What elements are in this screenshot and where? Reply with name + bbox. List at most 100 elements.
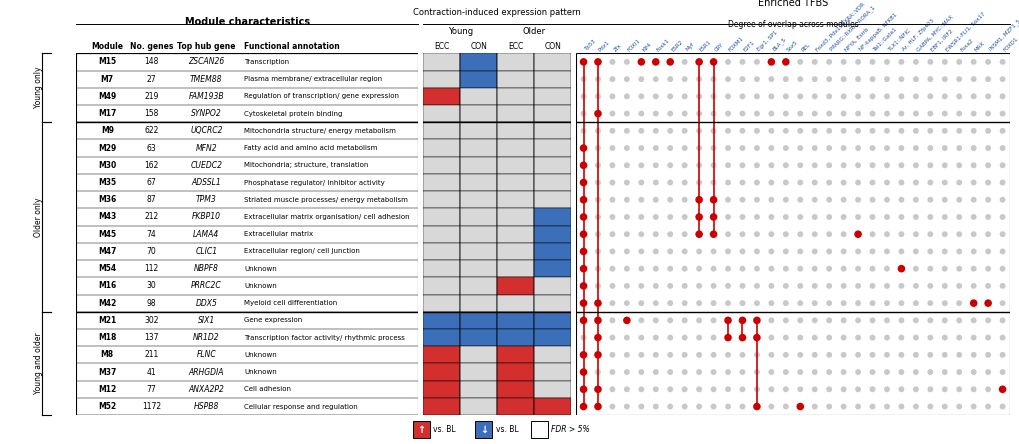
Point <box>776 403 793 410</box>
Point <box>994 179 1010 186</box>
Point <box>820 317 837 324</box>
Point <box>589 369 605 376</box>
Bar <box>497 191 534 208</box>
Point <box>619 317 635 324</box>
Point <box>619 58 635 65</box>
Text: FOXD1: FOXD1 <box>1002 36 1018 52</box>
Bar <box>534 243 571 260</box>
Point <box>979 127 996 135</box>
Point <box>647 403 663 410</box>
Point <box>734 265 750 272</box>
Point <box>690 317 706 324</box>
Point <box>589 300 605 307</box>
Point <box>921 317 937 324</box>
Point <box>893 386 909 393</box>
Point <box>719 248 736 255</box>
Point <box>863 265 879 272</box>
Point <box>921 265 937 272</box>
Point <box>633 351 649 358</box>
Point <box>575 144 591 151</box>
Point <box>979 282 996 289</box>
Point <box>835 248 851 255</box>
Text: M45: M45 <box>98 230 116 239</box>
Bar <box>460 381 497 398</box>
Point <box>776 58 793 65</box>
Point <box>792 386 808 393</box>
Text: Extracellular region/ cell junction: Extracellular region/ cell junction <box>244 249 360 254</box>
Point <box>893 127 909 135</box>
Point <box>907 214 923 221</box>
Bar <box>497 174 534 191</box>
Point <box>633 248 649 255</box>
Point <box>748 93 764 100</box>
Point <box>676 196 692 203</box>
Point <box>705 369 721 376</box>
Point <box>935 300 952 307</box>
Bar <box>423 364 460 381</box>
Point <box>603 231 620 238</box>
Point <box>748 300 764 307</box>
Point <box>719 110 736 117</box>
Point <box>820 248 837 255</box>
Point <box>806 282 822 289</box>
Point <box>792 300 808 307</box>
Point <box>633 282 649 289</box>
Point <box>575 162 591 169</box>
Point <box>935 265 952 272</box>
Point <box>690 162 706 169</box>
Text: M8: M8 <box>101 350 114 359</box>
Point <box>589 403 605 410</box>
Point <box>633 127 649 135</box>
Point <box>676 214 692 221</box>
Point <box>647 58 663 65</box>
Point <box>776 196 793 203</box>
Bar <box>534 294 571 312</box>
Point <box>661 300 678 307</box>
Point <box>806 75 822 83</box>
Text: Young and older: Young and older <box>34 333 43 394</box>
Point <box>950 351 966 358</box>
Point <box>748 334 764 341</box>
Point <box>719 403 736 410</box>
Point <box>835 75 851 83</box>
Point <box>705 386 721 393</box>
Point <box>633 231 649 238</box>
Point <box>676 334 692 341</box>
Point <box>863 75 879 83</box>
Point <box>979 196 996 203</box>
Point <box>792 351 808 358</box>
Point <box>849 248 865 255</box>
Point <box>950 248 966 255</box>
Point <box>719 179 736 186</box>
Point <box>921 127 937 135</box>
Text: CRY: CRY <box>713 42 723 52</box>
Point <box>950 162 966 169</box>
Point <box>965 300 981 307</box>
Point <box>965 317 981 324</box>
Bar <box>534 71 571 88</box>
Point <box>792 231 808 238</box>
Point <box>893 369 909 376</box>
Point <box>575 369 591 376</box>
Point <box>705 93 721 100</box>
Text: 211: 211 <box>145 350 159 359</box>
Point <box>734 93 750 100</box>
Text: INSM1, MZF1_5-13: INSM1, MZF1_5-13 <box>987 12 1019 52</box>
Bar <box>460 243 497 260</box>
Point <box>661 265 678 272</box>
Point <box>603 179 620 186</box>
Text: ↑: ↑ <box>417 424 425 435</box>
Point <box>921 214 937 221</box>
Point <box>661 179 678 186</box>
Text: Klf4: Klf4 <box>641 41 651 52</box>
Point <box>907 282 923 289</box>
Text: M42: M42 <box>98 299 116 308</box>
Point <box>734 317 750 324</box>
Point <box>792 265 808 272</box>
Point <box>705 75 721 83</box>
Point <box>907 144 923 151</box>
Text: PPARG::RXRA, RORA_1: PPARG::RXRA, RORA_1 <box>828 5 875 52</box>
Point <box>762 162 779 169</box>
Point <box>619 386 635 393</box>
Point <box>950 196 966 203</box>
